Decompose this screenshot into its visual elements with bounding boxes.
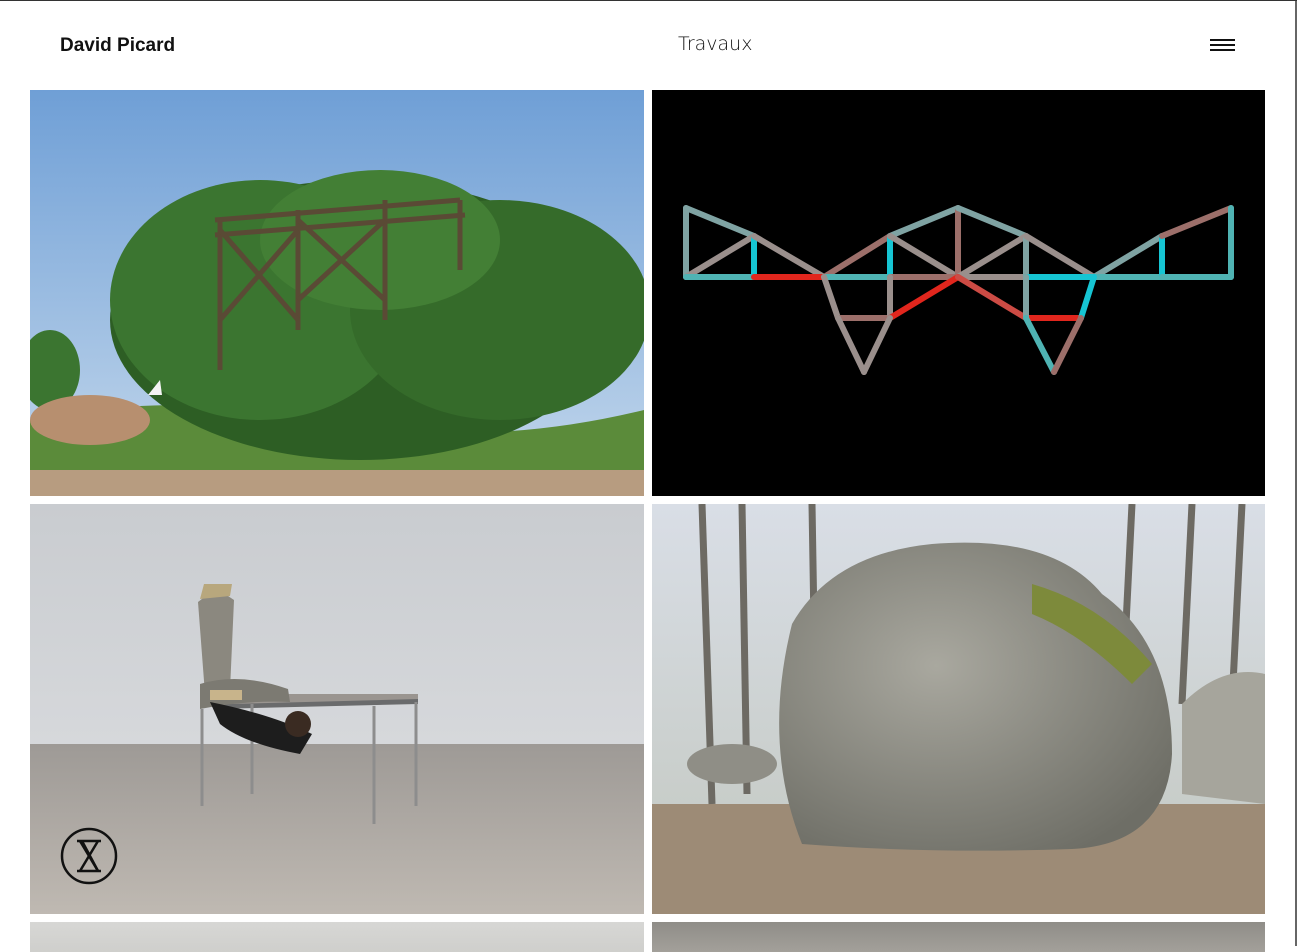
window-edge xyxy=(1295,1,1297,946)
site-name-link[interactable]: David Picard xyxy=(60,35,176,56)
gallery-tile-partial-right[interactable] xyxy=(652,922,1265,952)
gallery-tile-truss[interactable] xyxy=(652,90,1265,496)
performance-photo xyxy=(30,504,644,914)
pylon-photo xyxy=(30,90,644,496)
truss-artwork xyxy=(652,90,1265,496)
gallery-tile-boulder[interactable] xyxy=(652,504,1265,914)
hamburger-menu-icon[interactable] xyxy=(1210,39,1235,55)
gallery-tile-partial-left[interactable] xyxy=(30,922,644,952)
site-header: David Picard Travaux xyxy=(0,1,1297,89)
gallery-tile-pylon[interactable] xyxy=(30,90,644,496)
page-title: Travaux xyxy=(678,33,753,55)
boulder-photo xyxy=(652,504,1265,914)
hourglass-logo-icon[interactable] xyxy=(60,827,118,885)
gallery-tile-performance[interactable] xyxy=(30,504,644,914)
